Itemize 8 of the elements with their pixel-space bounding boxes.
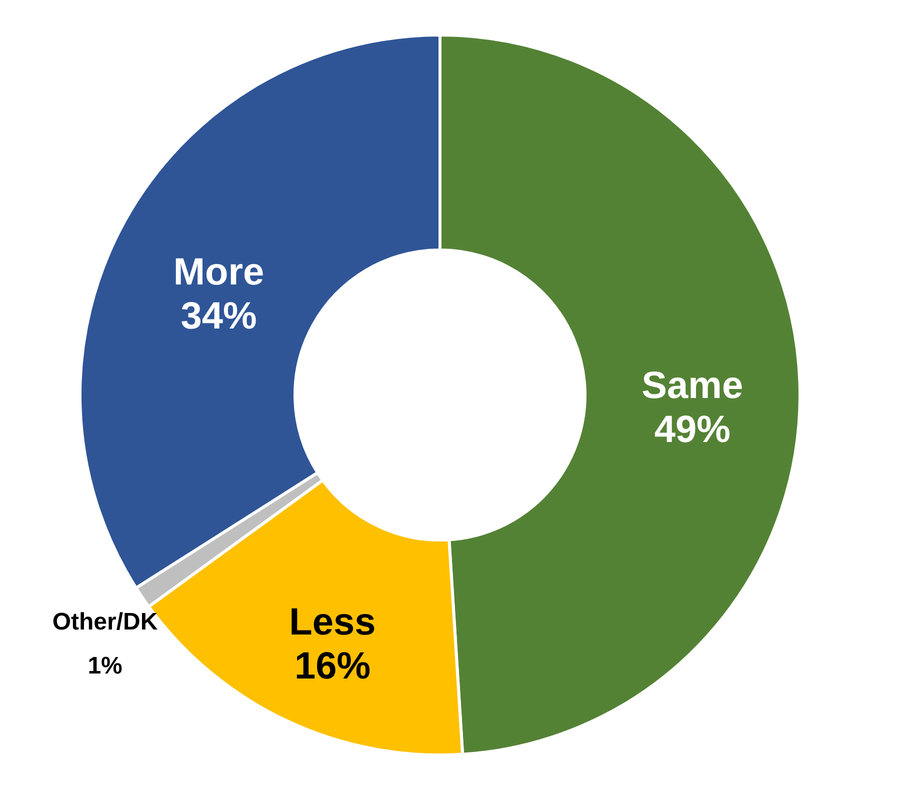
slice-label: Other/DK	[52, 608, 158, 636]
data-label: 1%	[88, 652, 122, 680]
data-label: 49%	[654, 409, 730, 452]
slice-label: More	[173, 251, 264, 294]
slice-label: Same	[642, 365, 744, 408]
slice-label: Less	[289, 601, 376, 644]
data-label: 16%	[294, 645, 371, 688]
data-label: 34%	[180, 295, 257, 338]
